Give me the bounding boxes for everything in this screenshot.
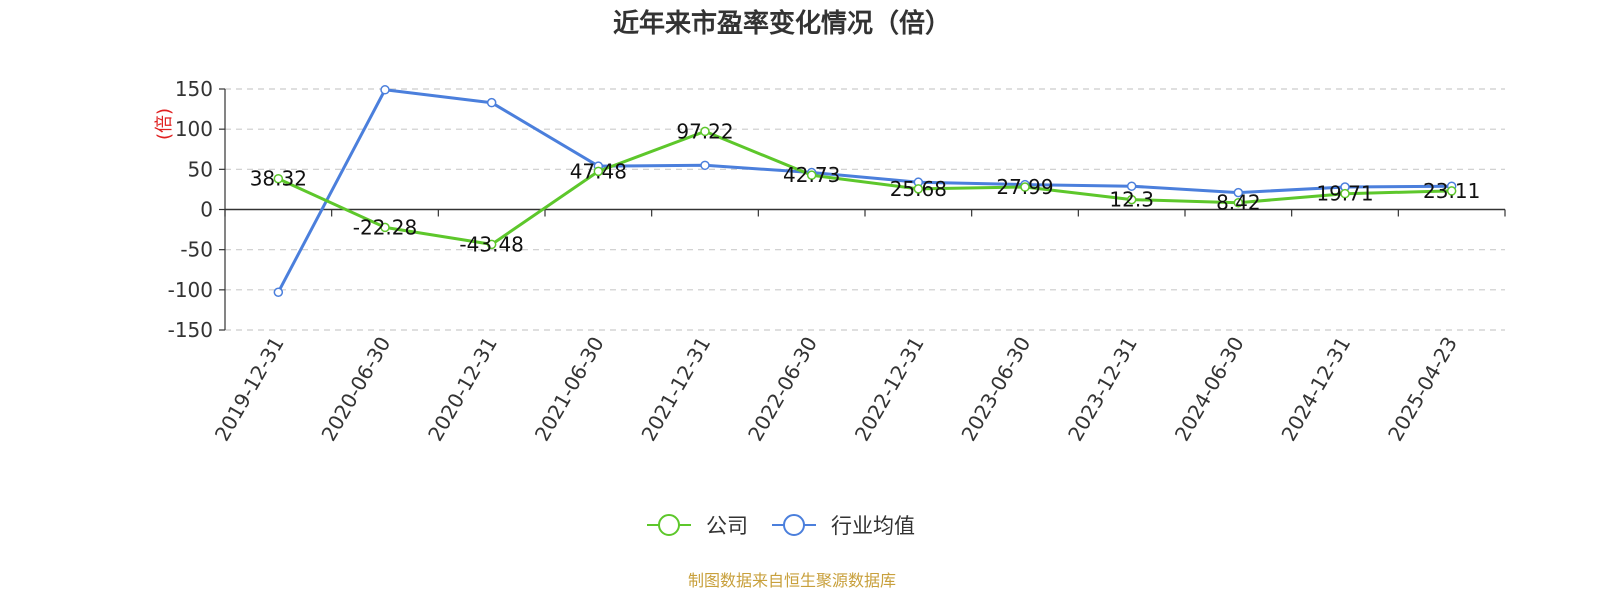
- y-tick-label: -100: [168, 278, 213, 302]
- x-tick-labels: 2019-12-31 2020-06-30 2020-12-31 2021-06-30…: [210, 332, 1462, 445]
- series-point-0: [806, 170, 817, 180]
- series-point-0: [486, 239, 497, 250]
- legend-item-1[interactable]: 行业均值: [772, 514, 915, 538]
- series-point-1: [380, 85, 390, 95]
- data-label: 23.11: [1423, 179, 1480, 203]
- series-line-1: [276, 88, 1452, 293]
- series-point-0: [380, 222, 390, 233]
- data-label: -43.48: [459, 232, 523, 256]
- series-point-0: [700, 126, 710, 137]
- data-label: 47.48: [570, 159, 627, 183]
- series-point-1: [700, 160, 710, 171]
- x-tick-label: 2020-12-31: [423, 332, 502, 445]
- series-point-0: [273, 173, 284, 184]
- y-tick-label: 0: [200, 198, 213, 222]
- series-line-0: [277, 129, 1452, 246]
- series-point-0: [1233, 197, 1244, 208]
- data-label: 27.99: [996, 175, 1053, 199]
- legend-item-0[interactable]: 公司: [647, 514, 748, 538]
- x-tick-label: 2023-06-30: [956, 333, 1035, 446]
- legend-marker-icon: [658, 514, 680, 536]
- series-point-0: [593, 166, 604, 177]
- x-tick-label: 2019-12-31: [210, 333, 289, 446]
- data-label: 19.71: [1316, 182, 1373, 206]
- y-tick-label: 150: [175, 77, 213, 101]
- x-tick-label: 2024-06-30: [1170, 333, 1249, 446]
- axes: [219, 88, 1506, 331]
- y-tick-label: 100: [175, 117, 213, 141]
- x-tick-label: 2022-06-30: [743, 333, 822, 446]
- x-tick-label: 2025-04-23: [1383, 333, 1462, 446]
- series-point-1: [273, 287, 284, 297]
- legend: 公司 行业均值: [647, 514, 915, 538]
- series-point-1: [1126, 181, 1137, 191]
- series-point-1: [1233, 187, 1244, 198]
- series-point-1: [486, 97, 497, 108]
- series-point-0: [1446, 186, 1457, 196]
- y-tick-label: 50: [188, 157, 213, 181]
- series-point-0: [1340, 188, 1350, 199]
- series-point-0: [913, 184, 924, 194]
- data-label: 12.3: [1109, 188, 1154, 212]
- chart-title: 近年来市盈率变化情况（倍）: [613, 8, 951, 39]
- x-tick-label: 2022-12-31: [850, 332, 929, 445]
- data-label: 38.32: [250, 167, 307, 191]
- data-labels: 38.32 -22.28 -43.48 47.48 97.22 42.73 25.68 27.…: [250, 119, 1481, 256]
- data-label: 42.73: [783, 163, 840, 187]
- legend-marker-icon: [783, 514, 805, 536]
- y-tick-labels: 150 100 50 0 -50 -100 -150: [168, 77, 213, 342]
- x-tick-label: 2024-12-31: [1276, 333, 1355, 446]
- data-label: 8.42: [1216, 191, 1261, 215]
- x-tick-label: 2021-12-31: [636, 333, 715, 446]
- data-label: 25.68: [890, 177, 947, 201]
- y-tick-label: -50: [180, 238, 213, 262]
- data-label: 97.22: [676, 119, 733, 143]
- grid-lines: [225, 88, 1505, 331]
- data-label: -22.28: [353, 215, 417, 239]
- source-note: 制图数据来自恒生聚源数据库: [688, 571, 896, 590]
- x-tick-label: 2020-06-30: [316, 333, 395, 446]
- y-tick-label: -150: [168, 318, 213, 342]
- series-point-0: [1020, 182, 1030, 192]
- legend-label: 行业均值: [831, 514, 915, 538]
- series-point-0: [1126, 194, 1137, 205]
- x-tick-label: 2021-06-30: [530, 333, 609, 446]
- x-tick-label: 2023-12-31: [1063, 333, 1142, 446]
- legend-label: 公司: [706, 514, 748, 538]
- series-group: [273, 85, 1457, 297]
- y-axis-label: (倍): [154, 108, 175, 140]
